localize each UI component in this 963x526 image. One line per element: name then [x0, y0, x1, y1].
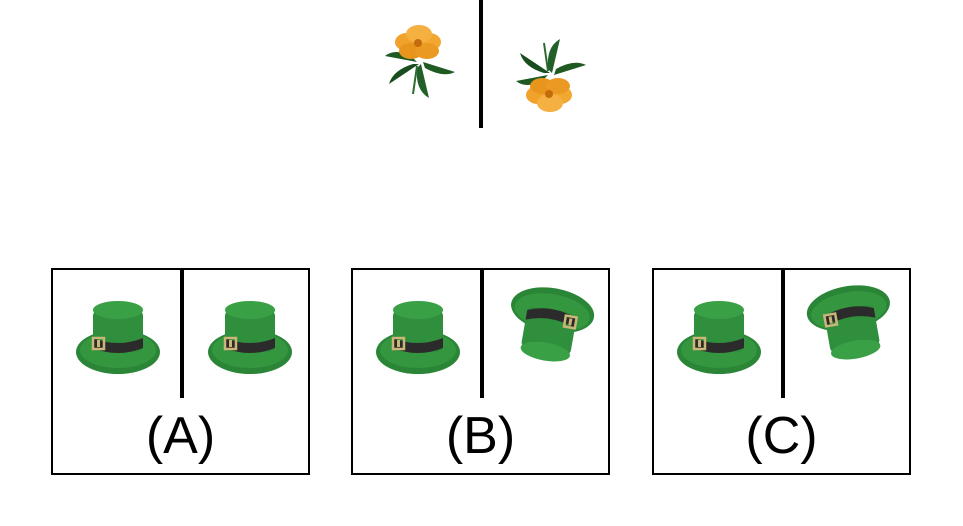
flower-upright-icon: [367, 12, 467, 112]
option-label: (B): [445, 407, 516, 465]
option-divider: [781, 270, 785, 398]
option-b[interactable]: (B): [351, 268, 610, 475]
flower-rotated-icon: [498, 25, 598, 125]
option-label: (A): [145, 407, 216, 465]
prompt-divider: [479, 0, 483, 128]
green-top-hat-icon: [205, 292, 295, 382]
green-top-hat-icon: [373, 292, 463, 382]
option-label: (C): [745, 407, 818, 465]
green-top-hat-rotated-icon: [505, 280, 595, 370]
option-a[interactable]: (A): [51, 268, 310, 475]
option-divider: [480, 270, 484, 398]
green-top-hat-rotated-icon: [806, 278, 896, 368]
green-top-hat-icon: [73, 292, 163, 382]
green-top-hat-icon: [674, 292, 764, 382]
option-c[interactable]: (C): [652, 268, 911, 475]
option-divider: [180, 270, 184, 398]
